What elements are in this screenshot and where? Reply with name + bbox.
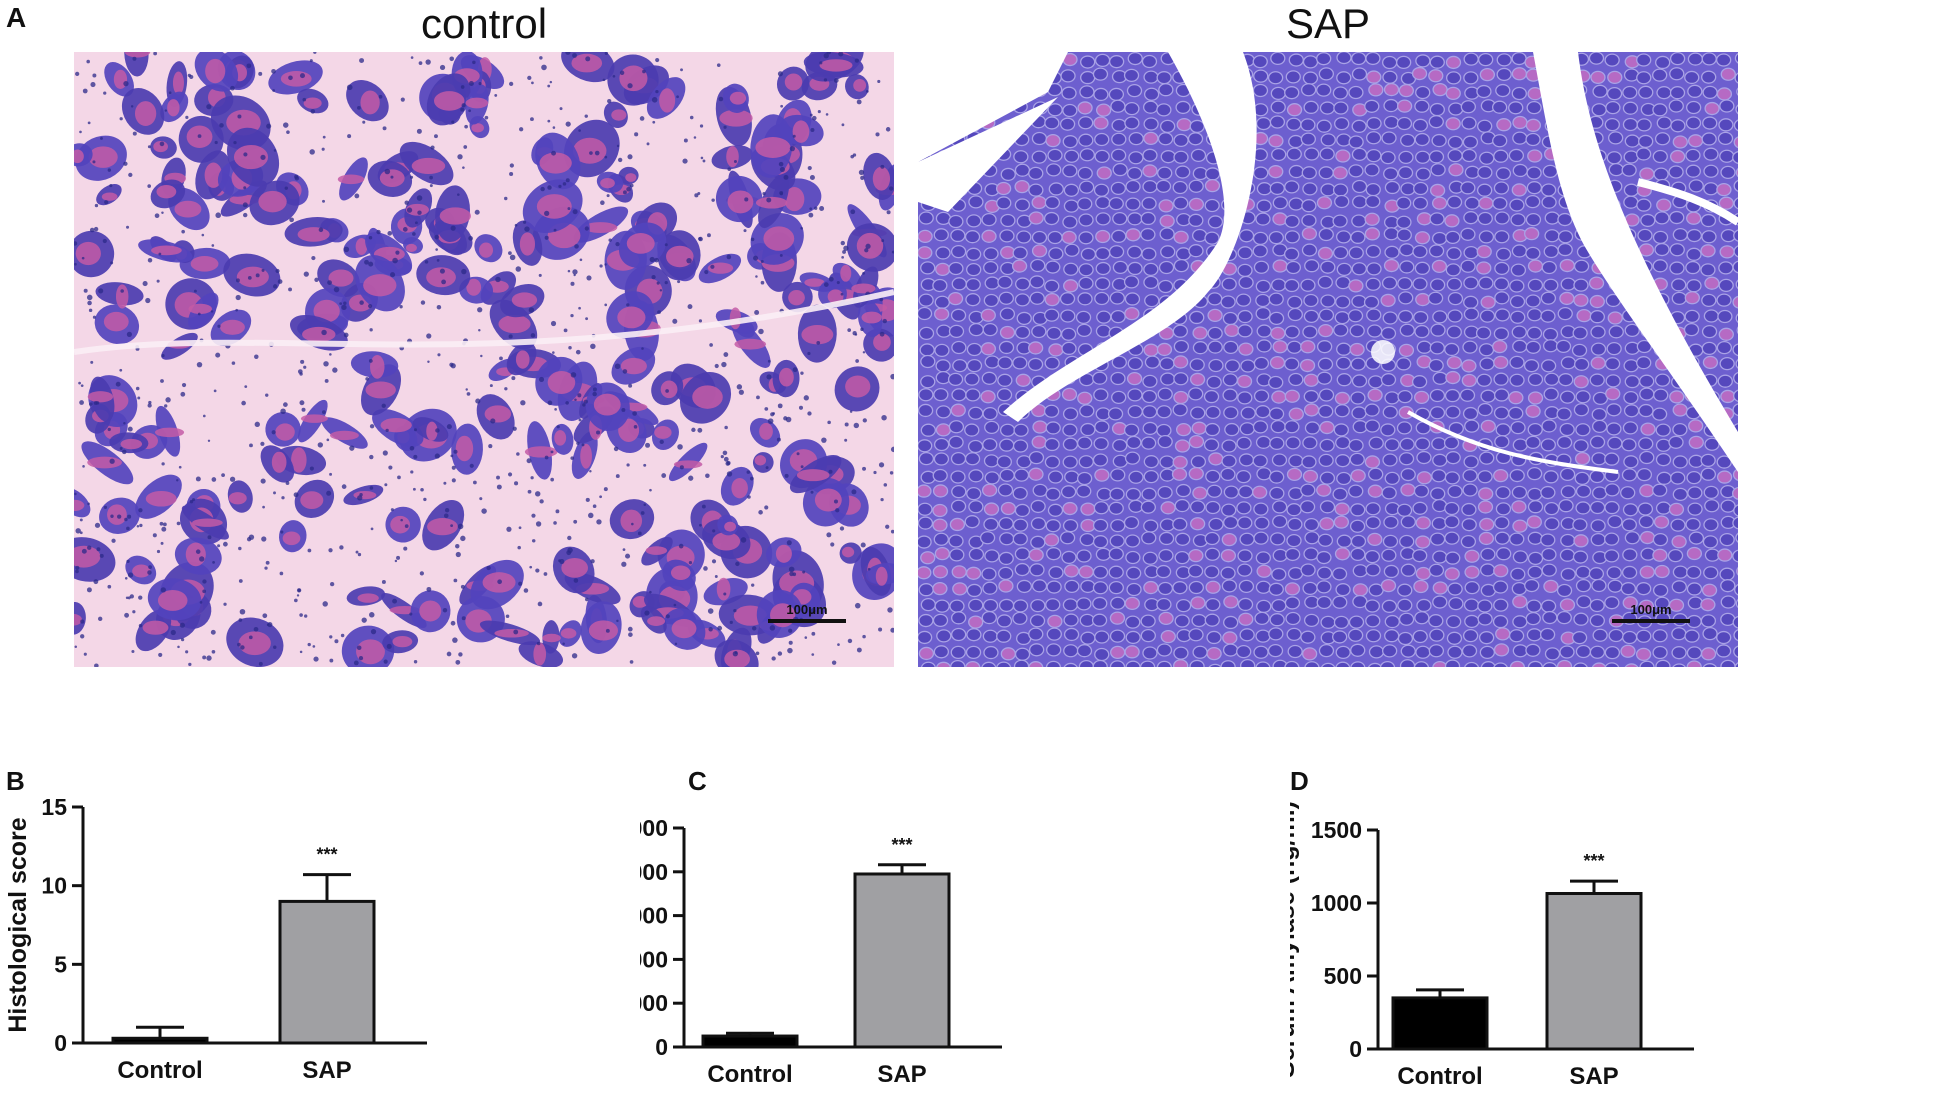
bar-sap — [278, 899, 376, 1045]
y-tick-label: 10000 — [640, 815, 668, 841]
bar-control — [1391, 996, 1489, 1051]
bar-chart-histological-score: B 0 5 10 15 Histological score Control *** SAP — [4, 766, 427, 1084]
scale-bar-line — [768, 619, 846, 623]
x-category-label: Control — [117, 1057, 202, 1084]
y-tick-label: 0 — [1349, 1036, 1362, 1062]
bar-control — [111, 1036, 209, 1045]
y-tick-label: 1500 — [1311, 817, 1362, 843]
panel-letter-b: B — [6, 766, 25, 796]
x-category-label: SAP — [877, 1061, 926, 1088]
bar-sap — [853, 872, 951, 1049]
y-tick-label: 2000 — [640, 990, 668, 1016]
y-tick-label: 500 — [1324, 963, 1362, 989]
y-tick-label: 5 — [54, 951, 67, 977]
bar-chart-serum-lipase: C0200040006000800010000Serum Lipase (U/L… — [640, 766, 1002, 1088]
bar-control — [701, 1034, 799, 1049]
y-tick-label: 10 — [41, 873, 67, 899]
panel-letter-c: C — [688, 766, 707, 796]
bar-sap — [1545, 892, 1643, 1051]
micrograph-control: 100μm — [74, 52, 894, 667]
micrograph-title-sap: SAP — [1285, 0, 1371, 47]
micrograph-sap: 100μm — [918, 52, 1738, 667]
x-category-label: SAP — [1569, 1063, 1618, 1090]
y-axis-label: Histological score — [4, 817, 32, 1032]
x-category-label: Control — [1397, 1063, 1482, 1090]
y-tick-label: 1000 — [1311, 890, 1362, 916]
y-tick-label: 8000 — [640, 859, 668, 885]
y-tick-label: 15 — [41, 794, 67, 820]
bar-chart-serum-amylase: D 0 500 1000 1500 Serum Amylase (ng/ml) Contro… — [1290, 766, 1694, 1090]
y-tick-label: 0 — [655, 1034, 668, 1060]
significance-marker: *** — [1583, 851, 1604, 871]
significance-marker: *** — [316, 845, 337, 865]
scale-bar-label: 100μm — [786, 602, 828, 617]
y-tick-label: 6000 — [640, 903, 668, 929]
x-category-label: SAP — [302, 1057, 351, 1084]
scale-bar-label: 100μm — [1630, 602, 1672, 617]
y-tick-label: 4000 — [640, 946, 668, 972]
micrograph-title-control: control — [420, 0, 548, 47]
y-tick-label: 0 — [54, 1030, 67, 1056]
panel-letter-d: D — [1290, 766, 1309, 796]
y-axis-label: Serum Amylase (ng/ml) — [1290, 801, 1300, 1078]
scale-bar-line — [1612, 619, 1690, 623]
panel-letter-a: A — [6, 2, 27, 33]
significance-marker: *** — [891, 835, 912, 855]
x-category-label: Control — [707, 1061, 792, 1088]
